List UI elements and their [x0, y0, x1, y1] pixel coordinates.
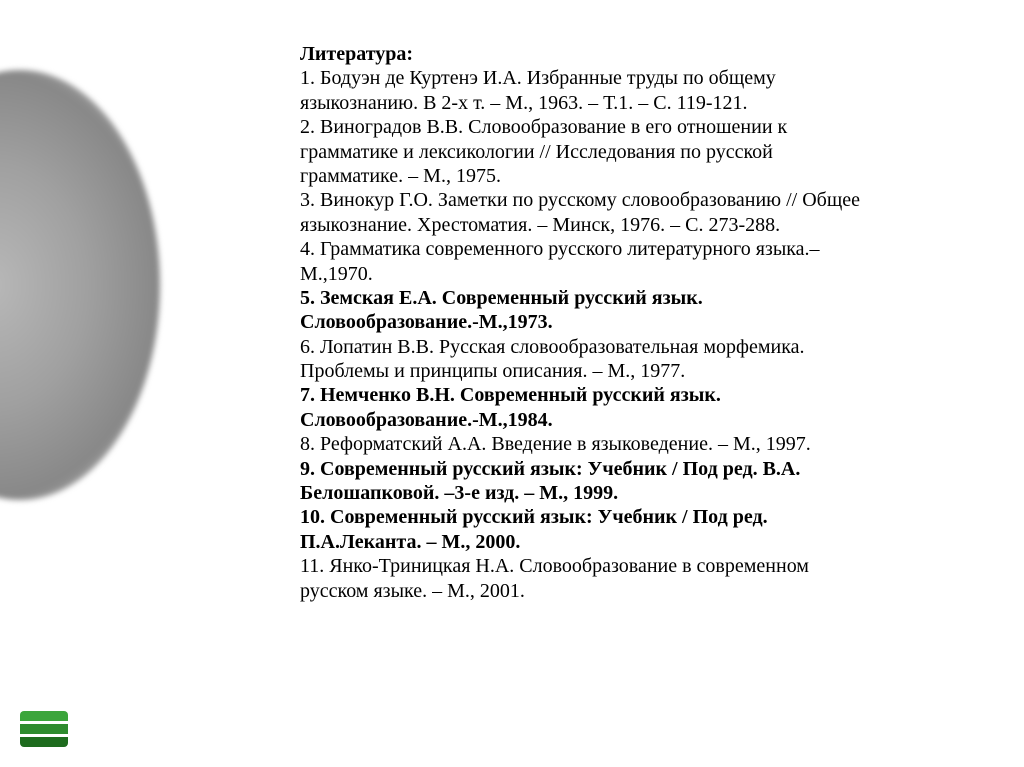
bibliography-item: 3. Винокур Г.О. Заметки по русскому слов… [300, 188, 870, 237]
bibliography-item: 6. Лопатин В.В. Русская словообразовател… [300, 335, 870, 384]
bibliography-item: 5. Земская Е.А. Современный русский язык… [300, 286, 870, 335]
bibliography-item: 7. Немченко В.Н. Современный русский язы… [300, 383, 870, 432]
heading: Литература: [300, 42, 870, 66]
bibliography-item: 10. Современный русский язык: Учебник / … [300, 505, 870, 554]
bibliography-block: Литература: 1. Бодуэн де Куртенэ И.А. Из… [300, 42, 870, 603]
bibliography-item: 9. Современный русский язык: Учебник / П… [300, 457, 870, 506]
bibliography-list: 1. Бодуэн де Куртенэ И.А. Избранные труд… [300, 66, 870, 603]
bibliography-item: 4. Грамматика современного русского лите… [300, 237, 870, 286]
bibliography-item: 11. Янко-Триницкая Н.А. Словообразование… [300, 554, 870, 603]
bibliography-item: 2. Виноградов В.В. Словообразование в ег… [300, 115, 870, 188]
side-decoration [0, 70, 160, 500]
bibliography-item: 1. Бодуэн де Куртенэ И.А. Избранные труд… [300, 66, 870, 115]
bibliography-item: 8. Реформатский А.А. Введение в языковед… [300, 432, 870, 456]
slide-logo-icon [20, 711, 68, 749]
